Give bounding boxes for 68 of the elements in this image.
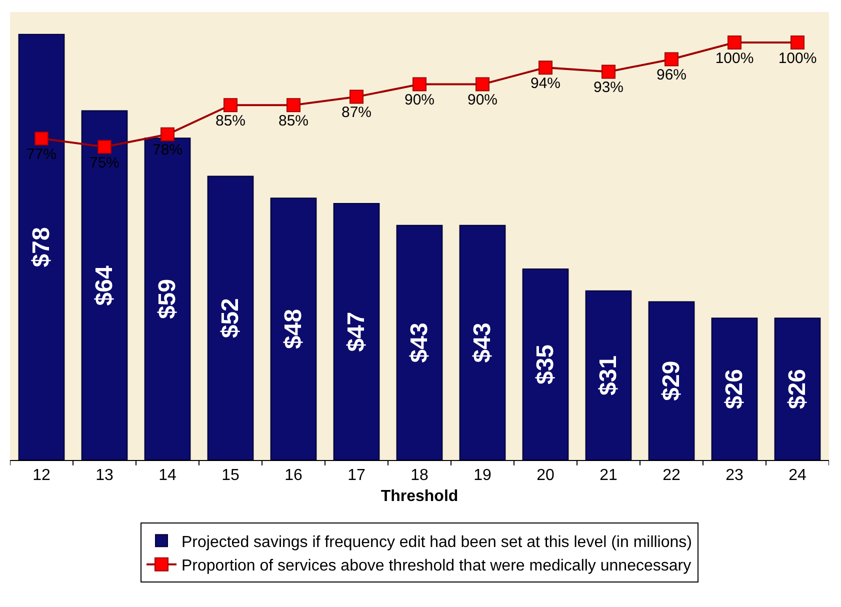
legend-label: Projected savings if frequency edit had been set at this level (in millions) [182,534,692,551]
x-tick-label: 21 [600,467,618,484]
data-label: 94% [530,74,561,92]
data-label: $48 [280,309,307,350]
x-tick-label: 18 [410,467,428,484]
data-label: 100% [778,50,817,67]
x-tick-label: 17 [348,467,366,484]
data-label: $35 [532,344,559,385]
bar [459,224,506,460]
point [98,140,112,154]
x-tick-label: 24 [788,467,806,484]
x-tick-label: 23 [726,467,744,484]
x-tick-label: 19 [474,467,492,484]
point [160,127,174,142]
bar [522,268,569,460]
x-tick-label: 13 [96,467,114,484]
data-label: $64 [91,265,118,306]
bar [648,301,695,460]
data-label: 78% [152,142,183,159]
point [664,52,678,66]
data-label: $29 [658,360,685,401]
x-tick-label: 22 [662,467,680,484]
point [538,60,552,75]
data-label: 85% [278,112,309,130]
bar [144,138,191,460]
data-label: $52 [217,298,244,338]
x-tick-label: 16 [284,467,302,484]
data-label: $47 [343,312,370,352]
data-label: 100% [715,50,754,67]
legend-label: Proportion of services above threshold that were medically unnecessary [182,558,692,575]
bar [18,34,65,460]
data-label: 75% [89,154,120,172]
data-label: 87% [341,104,372,122]
data-label: $59 [154,279,181,320]
bar [774,318,821,460]
point [728,36,742,50]
bar [333,203,380,460]
bar [207,176,254,460]
data-label: $26 [721,369,748,410]
x-axis-title: Threshold [380,488,458,505]
point [286,98,300,112]
data-label: 96% [656,66,687,84]
data-label: 77% [26,146,57,163]
point [412,77,426,92]
data-label: $78 [28,227,55,268]
x-tick-label: 12 [32,467,50,484]
x-tick-label: 20 [536,467,554,484]
point [224,98,238,112]
data-label: 90% [404,92,435,109]
x-tick-label: 15 [222,467,240,484]
point [34,132,48,146]
data-label: 90% [467,92,498,109]
data-label: 93% [593,79,624,96]
data-label: $43 [406,322,433,363]
point [476,77,490,92]
bar [711,318,758,460]
data-label: $31 [595,355,622,396]
bar [396,224,443,460]
x-tick-label: 14 [158,467,176,484]
data-label: 85% [215,112,246,130]
bar [81,110,128,460]
bar [270,198,317,460]
point [602,64,616,79]
data-label: $26 [784,369,811,410]
point [350,90,364,104]
point [790,36,804,50]
bar [585,290,632,460]
data-label: $43 [469,322,496,363]
